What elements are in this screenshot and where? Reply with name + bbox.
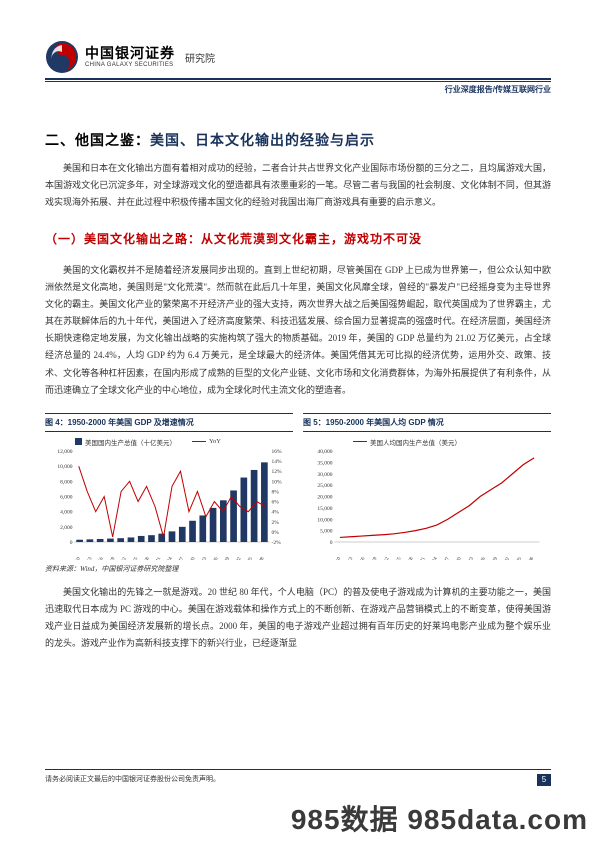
chart-right-caption: 图 5：1950-2000 年美国人均 GDP 情况	[303, 413, 551, 432]
chart-source: 资料来源：Wind，中国银河证券研究院整理	[45, 564, 551, 574]
page-number: 5	[537, 774, 551, 786]
logo-text-en: CHINA GALAXY SECURITIES	[85, 62, 175, 68]
svg-text:1968: 1968	[406, 556, 415, 560]
chart-left-legend: 美国国内生产总值（十亿美元） YoY	[75, 437, 221, 447]
svg-text:1953: 1953	[346, 556, 355, 560]
chart-right-legend: 美国人均国内生产总值（美元）	[353, 437, 461, 447]
svg-text:14%: 14%	[272, 459, 283, 465]
svg-text:1983: 1983	[466, 556, 475, 560]
svg-text:1977: 1977	[177, 556, 186, 560]
chart-left-plot: 美国国内生产总值（十亿美元） YoY 0 2,000 4,000 6,000 8,000…	[45, 435, 293, 560]
section-title: 二、他国之鉴：美国、日本文化输出的经验与启示	[45, 130, 551, 150]
svg-text:16%: 16%	[272, 449, 283, 455]
svg-text:10,000: 10,000	[57, 464, 72, 470]
svg-text:1965: 1965	[131, 556, 140, 560]
svg-text:35,000: 35,000	[317, 460, 332, 466]
svg-text:30,000: 30,000	[317, 471, 332, 477]
svg-text:1962: 1962	[119, 556, 128, 560]
svg-text:1977: 1977	[442, 556, 451, 560]
paragraph-3: 美国文化输出的先锋之一就是游戏。20 世纪 80 年代，个人电脑（PC）的普及使…	[45, 584, 551, 652]
svg-text:8,000: 8,000	[60, 479, 73, 485]
paragraph-2: 美国的文化霸权并不是随着经济发展同步出现的。直到上世纪初期，尽管美国在 GDP …	[45, 262, 551, 399]
svg-text:40,000: 40,000	[317, 449, 332, 455]
svg-text:1995: 1995	[514, 556, 523, 560]
svg-text:10%: 10%	[272, 479, 283, 485]
svg-text:1998: 1998	[527, 556, 536, 560]
chart-right-plot: 美国人均国内生产总值（美元） 0 5,000 10,000 15,000 20,000 2…	[303, 435, 551, 560]
svg-text:2,000: 2,000	[60, 525, 73, 531]
svg-text:1965: 1965	[394, 556, 403, 560]
svg-text:2%: 2%	[272, 519, 280, 525]
logo-block: 中国银河证券 CHINA GALAXY SECURITIES 研究院	[45, 40, 215, 74]
svg-text:1980: 1980	[188, 556, 197, 560]
svg-text:6,000: 6,000	[60, 494, 73, 500]
svg-text:25,000: 25,000	[317, 483, 332, 489]
svg-text:0: 0	[330, 540, 333, 546]
chart-left: 图 4：1950-2000 年美国 GDP 及增速情况 美国国内生产总值（十亿美…	[45, 413, 293, 560]
header-rule-thin	[45, 81, 551, 82]
svg-text:1956: 1956	[96, 556, 105, 560]
svg-text:1962: 1962	[382, 556, 391, 560]
svg-text:0: 0	[70, 540, 73, 546]
svg-text:1959: 1959	[108, 556, 117, 560]
svg-text:5,000: 5,000	[320, 528, 333, 534]
svg-text:12%: 12%	[272, 469, 283, 475]
paragraph-1: 美国和日本在文化输出方面有着相对成功的经验，二者合计共占世界文化产业国际市场份额…	[45, 160, 551, 211]
logo-text-cn: 中国银河证券	[85, 46, 175, 60]
svg-text:1950: 1950	[73, 556, 82, 560]
svg-text:1968: 1968	[142, 556, 151, 560]
svg-text:1986: 1986	[478, 556, 487, 560]
svg-text:6%: 6%	[272, 499, 280, 505]
page-header: 中国银河证券 CHINA GALAXY SECURITIES 研究院	[45, 40, 551, 74]
svg-text:1971: 1971	[418, 556, 427, 560]
svg-text:1989: 1989	[222, 556, 231, 560]
svg-text:1998: 1998	[257, 556, 266, 560]
svg-text:1974: 1974	[430, 556, 439, 560]
svg-text:1950: 1950	[334, 556, 343, 560]
svg-text:1995: 1995	[245, 556, 254, 560]
svg-text:1983: 1983	[199, 556, 208, 560]
chart-left-caption: 图 4：1950-2000 年美国 GDP 及增速情况	[45, 413, 293, 432]
svg-text:1971: 1971	[154, 556, 163, 560]
svg-text:1992: 1992	[234, 556, 243, 560]
svg-text:1959: 1959	[370, 556, 379, 560]
svg-text:12,000: 12,000	[57, 449, 72, 455]
header-rule-thick	[45, 78, 551, 80]
footnote: 请务必阅读正文最后的中国银河证券股份公司免责声明。	[45, 774, 220, 784]
svg-text:1974: 1974	[165, 556, 174, 560]
chart-right: 图 5：1950-2000 年美国人均 GDP 情况 美国人均国内生产总值（美元…	[303, 413, 551, 560]
subsection-title: （一）美国文化输出之路：从文化荒漠到文化霸主，游戏功不可没	[45, 226, 551, 252]
svg-text:8%: 8%	[272, 489, 280, 495]
svg-text:0%: 0%	[272, 530, 280, 536]
charts-row: 图 4：1950-2000 年美国 GDP 及增速情况 美国国内生产总值（十亿美…	[45, 413, 551, 560]
svg-text:20,000: 20,000	[317, 494, 332, 500]
svg-text:1956: 1956	[358, 556, 367, 560]
svg-text:4%: 4%	[272, 509, 280, 515]
svg-text:15,000: 15,000	[317, 506, 332, 512]
svg-text:1980: 1980	[454, 556, 463, 560]
doc-category: 行业深度报告/传媒互联网行业	[45, 84, 551, 95]
svg-text:1992: 1992	[502, 556, 511, 560]
logo-icon	[45, 40, 79, 74]
footer-rule	[45, 769, 551, 770]
watermark: 985数据 985data.com	[291, 798, 588, 838]
department-label: 研究院	[185, 50, 215, 65]
svg-text:4,000: 4,000	[60, 509, 73, 515]
svg-text:1953: 1953	[85, 556, 94, 560]
svg-text:10,000: 10,000	[317, 517, 332, 523]
svg-text:-2%: -2%	[272, 540, 282, 546]
svg-text:1986: 1986	[211, 556, 220, 560]
svg-text:1989: 1989	[490, 556, 499, 560]
